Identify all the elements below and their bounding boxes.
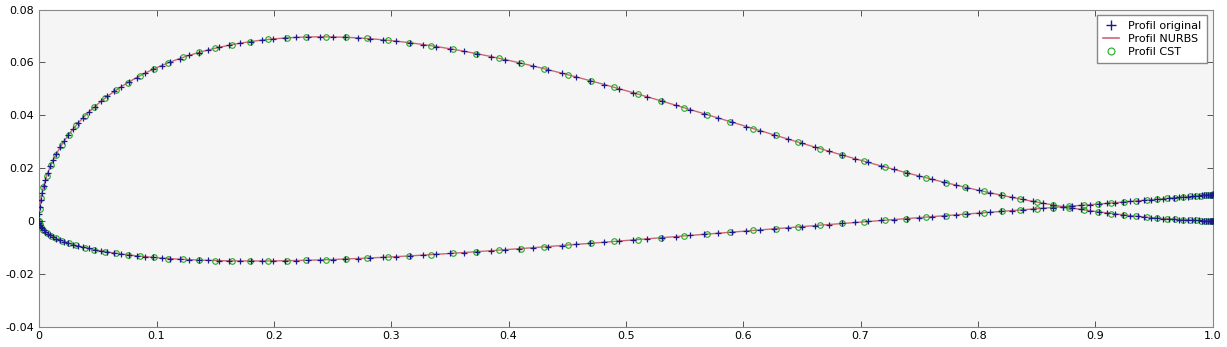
Legend: Profil original, Profil NURBS, Profil CST: Profil original, Profil NURBS, Profil CS… (1097, 15, 1207, 63)
